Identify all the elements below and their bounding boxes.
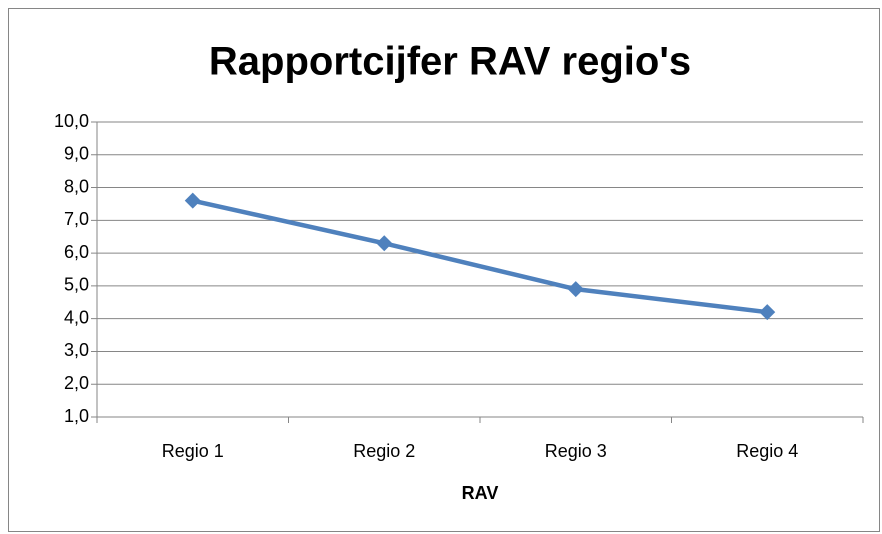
y-tick-label: 4,0 [64,307,89,327]
y-tick-label: 7,0 [64,209,89,229]
x-tick-label: Regio 2 [353,441,415,461]
y-tick-label: 8,0 [64,176,89,196]
marker [567,281,584,298]
chart-frame [8,8,880,532]
x-tick-label: Regio 3 [545,441,607,461]
chart-title: Rapportcijfer RAV regio's [209,40,691,84]
x-tick-label: Regio 1 [162,441,224,461]
y-tick-label: 6,0 [64,242,89,262]
y-tick-label: 5,0 [64,275,89,295]
marker [376,235,393,252]
x-tick-label: Regio 4 [736,441,798,461]
x-axis-label: RAV [462,483,499,503]
marker [759,304,776,321]
y-tick-label: 2,0 [64,373,89,393]
y-tick-label: 10,0 [54,111,89,131]
y-tick-label: 9,0 [64,144,89,164]
y-tick-label: 3,0 [64,340,89,360]
line [192,198,768,315]
y-tick-label: 1,0 [64,406,89,426]
marker [184,192,201,209]
